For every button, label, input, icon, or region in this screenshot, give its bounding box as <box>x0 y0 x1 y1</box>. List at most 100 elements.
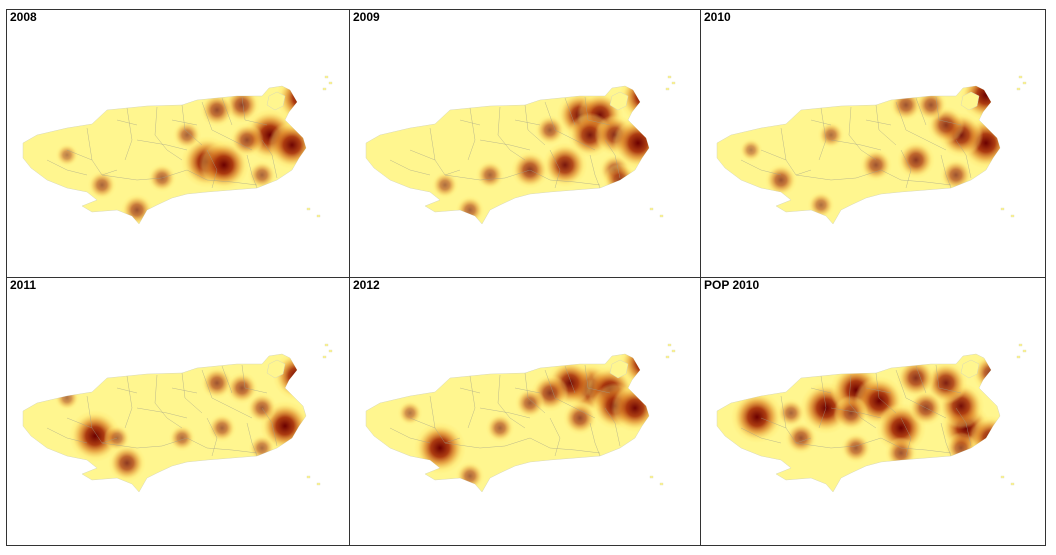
hotspot <box>397 400 423 426</box>
hotspot <box>612 117 649 169</box>
islet <box>659 482 664 486</box>
hotspot <box>807 191 835 219</box>
district-border <box>915 365 927 394</box>
hotspot <box>914 88 948 122</box>
district-border <box>818 375 827 429</box>
district-border <box>604 139 621 179</box>
district-border <box>124 375 133 429</box>
panel-title: 2011 <box>10 278 37 292</box>
islet <box>324 343 329 347</box>
district-border <box>524 372 546 414</box>
hotspot <box>230 123 264 157</box>
map-panel-2012: 2012 <box>350 278 700 545</box>
district-border <box>241 364 268 394</box>
hotspot <box>168 424 196 452</box>
district-border <box>760 417 787 429</box>
hotspot <box>897 141 935 179</box>
district-border <box>497 374 526 429</box>
district-border <box>221 97 233 126</box>
hotspot <box>248 434 276 462</box>
hotspot <box>859 148 893 182</box>
islet <box>1016 87 1021 91</box>
hotspot <box>968 415 1000 461</box>
district-border <box>900 417 912 457</box>
hotspot <box>207 413 237 443</box>
heatmap-svg <box>716 343 1027 493</box>
district-border <box>830 407 882 419</box>
hotspot <box>619 354 649 389</box>
island <box>609 91 629 111</box>
district-border <box>154 106 183 161</box>
map-panel-pop-2010: POP 2010 <box>701 278 1045 545</box>
hotspot <box>739 138 763 162</box>
district-border <box>221 365 233 394</box>
islet <box>649 207 654 211</box>
hotspot <box>939 158 973 192</box>
islet <box>649 475 654 479</box>
district-border <box>444 169 531 181</box>
district-border <box>171 119 198 126</box>
district-border <box>524 104 546 146</box>
hotspot <box>972 354 1000 392</box>
island <box>266 359 286 379</box>
islet <box>1022 81 1027 85</box>
district-border <box>46 159 88 176</box>
heatmap-svg <box>22 343 333 493</box>
hotspot <box>108 444 146 482</box>
hotspot <box>884 436 918 470</box>
map-panel-2011: 2011 <box>7 278 349 545</box>
islet <box>1010 482 1015 486</box>
hotspot <box>272 354 306 401</box>
district-border <box>66 149 93 161</box>
district-border <box>186 169 258 186</box>
panel-title: 2010 <box>704 10 731 24</box>
hotspot <box>475 160 505 190</box>
islet <box>328 349 333 353</box>
district-border <box>875 104 897 146</box>
islet <box>659 214 664 218</box>
islet <box>665 355 670 359</box>
hotspot <box>55 143 79 167</box>
hotspot <box>542 142 588 188</box>
district-border <box>389 427 431 444</box>
district-border <box>955 139 972 179</box>
island <box>960 91 980 111</box>
district-border <box>46 427 88 444</box>
district-border <box>740 427 782 444</box>
hotspot <box>172 120 202 150</box>
district-border <box>171 387 198 394</box>
district-border <box>848 374 877 429</box>
hotspot <box>120 193 154 224</box>
hotspot <box>455 195 485 224</box>
islet <box>1000 475 1005 479</box>
islet <box>322 355 327 359</box>
district-border <box>935 364 962 394</box>
hotspot <box>764 163 798 197</box>
district-border <box>529 169 601 186</box>
district-border <box>201 369 253 419</box>
district-border <box>564 97 576 126</box>
hotspot <box>455 461 485 491</box>
district-border <box>589 154 601 189</box>
district-border <box>409 149 436 161</box>
district-border <box>429 395 461 444</box>
district-border <box>955 407 972 447</box>
district-border <box>154 374 183 429</box>
district-border <box>895 369 947 419</box>
district-border <box>549 149 561 189</box>
district-border <box>261 407 278 447</box>
district-border <box>429 127 461 176</box>
district-border <box>740 159 782 176</box>
district-border <box>549 417 561 457</box>
district-border <box>875 372 897 414</box>
district-border <box>584 96 611 126</box>
district-border <box>564 365 576 394</box>
district-border <box>895 101 947 151</box>
hotspot <box>776 398 806 428</box>
district-border <box>467 107 476 161</box>
district-border <box>86 395 118 444</box>
islet <box>667 75 672 79</box>
panel-title: POP 2010 <box>704 278 760 292</box>
district-border <box>760 149 787 161</box>
hotspot <box>485 413 515 443</box>
